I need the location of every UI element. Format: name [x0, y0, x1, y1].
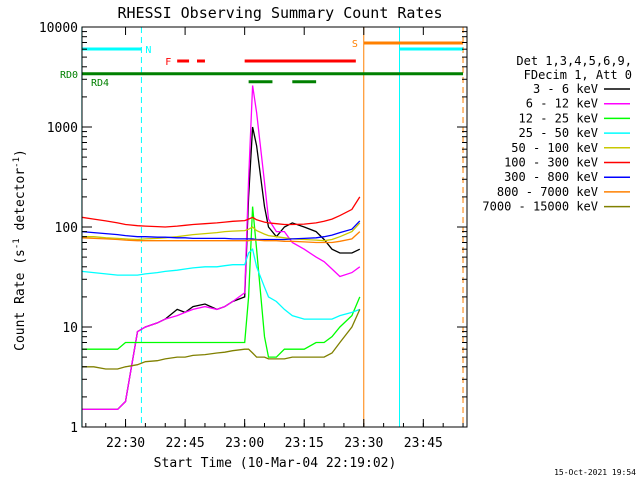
legend-header-line-2: FDecim 1, Att 0 — [524, 68, 632, 82]
legend-label-6: 300 - 800 keV — [504, 170, 598, 184]
y-axis-label-mid: detector — [13, 168, 28, 239]
legend-label-4: 50 - 100 keV — [511, 141, 598, 155]
x-tick-label-4: 23:30 — [344, 436, 383, 451]
timestamp: 15-Oct-2021 19:54 — [554, 468, 636, 477]
series-lines — [81, 85, 361, 411]
series-line-3 — [81, 247, 361, 320]
legend: Det 1,3,4,5,6,9, FDecim 1, Att 0 3 - 6 k… — [482, 54, 632, 214]
series-line-2 — [81, 206, 361, 358]
flag-label-rd4: RD4 — [91, 78, 109, 89]
flag-label-s: S — [352, 39, 358, 50]
y-axis-label: Count Rate (s-1 detector-1) — [12, 149, 28, 351]
y-axis-label-sup1: -1 — [12, 238, 22, 249]
x-tick-label-2: 23:00 — [225, 436, 264, 451]
series-line-7 — [81, 231, 361, 244]
y-axis-label-sup2: -1 — [12, 157, 22, 168]
y-axis-label-main: Count Rate (s — [13, 249, 28, 351]
series-line-8 — [81, 309, 361, 370]
legend-label-2: 12 - 25 keV — [519, 111, 598, 125]
y-tick-label-3: 1000 — [47, 121, 78, 136]
series-line-1 — [81, 85, 361, 411]
y-tick-label-2: 100 — [55, 221, 78, 236]
legend-label-3: 25 - 50 keV — [519, 126, 598, 140]
y-tick-label-4: 10000 — [39, 21, 78, 36]
flag-label-n: N — [145, 45, 151, 56]
flag-label-rd0: RD0 — [60, 70, 78, 81]
x-tick-label-0: 22:30 — [106, 436, 145, 451]
x-tick-label-1: 22:45 — [166, 436, 205, 451]
legend-label-5: 100 - 300 keV — [504, 156, 598, 170]
series-line-4 — [81, 222, 361, 242]
legend-header-line-1: Det 1,3,4,5,6,9, — [516, 54, 632, 68]
x-axis-label: Start Time (10-Mar-04 22:19:02) — [154, 456, 397, 471]
y-tick-label-0: 1 — [70, 421, 78, 436]
y-tick-label-1: 10 — [62, 321, 78, 336]
legend-label-0: 3 - 6 keV — [533, 82, 598, 96]
flag-label-f: F — [165, 57, 171, 68]
legend-label-8: 7000 - 15000 keV — [482, 200, 598, 214]
x-tick-label-5: 23:45 — [404, 436, 443, 451]
x-tick-label-3: 23:15 — [285, 436, 324, 451]
y-axis-label-end: ) — [13, 149, 28, 157]
chart-title: RHESSI Observing Summary Count Rates — [117, 4, 442, 22]
series-line-6 — [81, 220, 361, 241]
x-axis-ticks: 22:30 22:45 23:00 23:15 23:30 23:45 — [85, 27, 464, 451]
y-axis-ticks: 1 10 100 1000 10000 — [39, 21, 467, 436]
series-line-5 — [81, 196, 361, 228]
legend-label-1: 6 - 12 keV — [526, 97, 598, 111]
legend-label-7: 800 - 7000 keV — [497, 185, 598, 199]
state-flags: N F S RD0 RD4 — [60, 39, 464, 89]
